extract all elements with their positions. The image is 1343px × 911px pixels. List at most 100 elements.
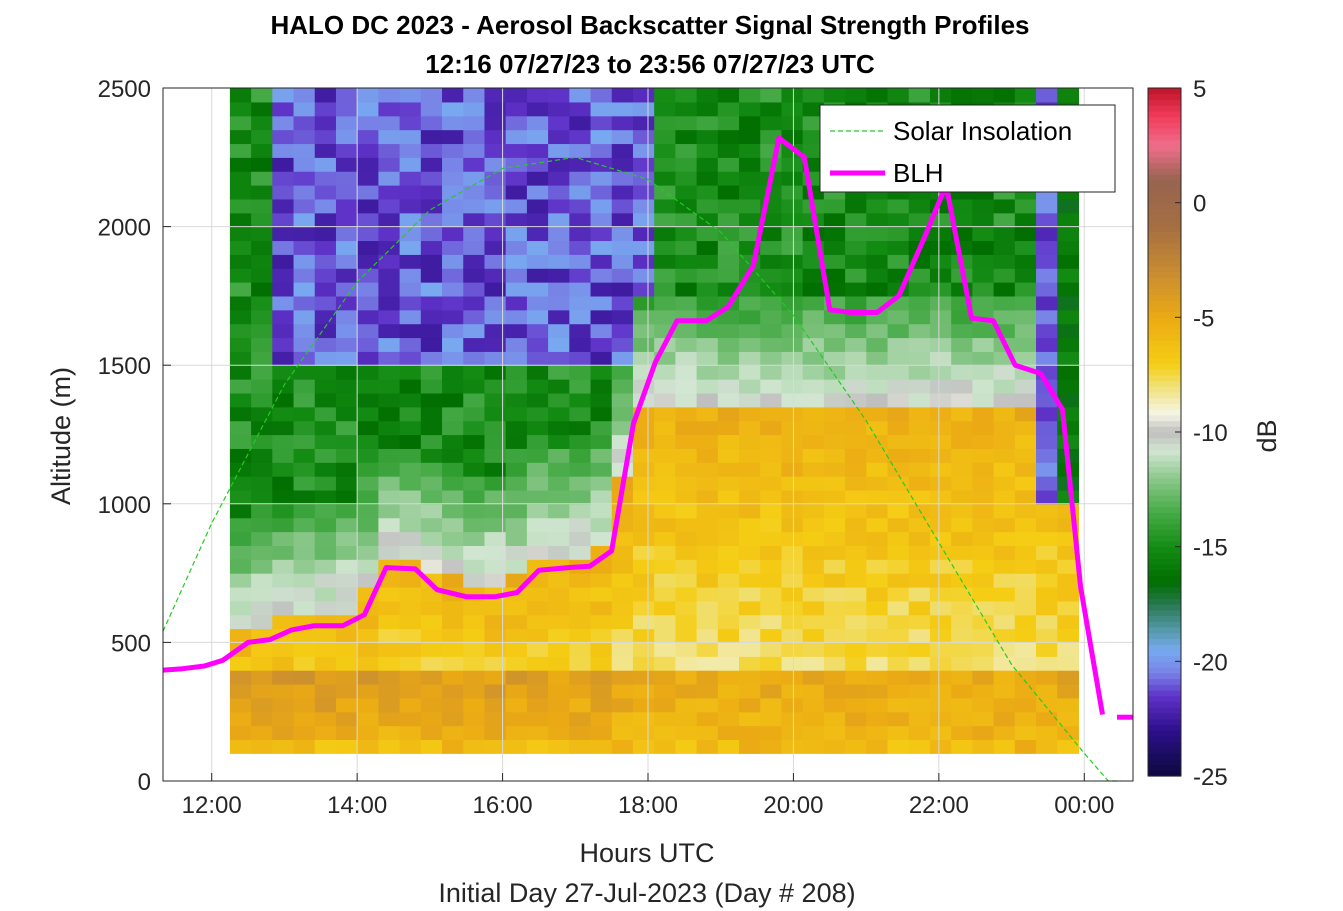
heatmap-cell — [399, 337, 422, 352]
heatmap-cell — [420, 240, 443, 255]
heatmap-cell — [887, 392, 910, 408]
heatmap-cell — [251, 226, 273, 242]
heatmap-cell — [314, 115, 337, 131]
heatmap-cell — [675, 517, 698, 533]
heatmap-cell — [908, 88, 931, 103]
heatmap-cell — [611, 559, 634, 574]
heatmap-cell — [760, 420, 783, 436]
heatmap-cell — [823, 365, 846, 380]
heatmap-cell — [929, 670, 952, 685]
heatmap-cell — [251, 129, 273, 145]
heatmap-cell — [399, 420, 422, 436]
heatmap-cell — [866, 600, 889, 616]
heatmap-cell — [717, 614, 740, 630]
heatmap-cell — [293, 476, 316, 491]
heatmap-cell — [505, 171, 528, 186]
heatmap-cell — [654, 614, 676, 630]
heatmap-cell — [357, 212, 379, 228]
heatmap-cell — [675, 268, 698, 283]
colorbar-tick-label: -15 — [1193, 535, 1228, 562]
heatmap-cell — [993, 600, 1016, 616]
heatmap-cell — [293, 143, 316, 158]
heatmap-cell — [484, 614, 507, 630]
heatmap-cell — [357, 683, 379, 699]
heatmap-cell — [569, 434, 592, 449]
heatmap-cell — [717, 600, 740, 616]
colorbar-segment — [1148, 523, 1181, 531]
heatmap-cell — [590, 489, 613, 505]
heatmap-cell — [335, 739, 358, 754]
heatmap-cell — [229, 379, 252, 394]
heatmap-cell — [823, 476, 846, 491]
heatmap-cell — [823, 323, 846, 339]
heatmap-cell — [675, 711, 698, 727]
heatmap-cell — [548, 406, 570, 422]
heatmap-cell — [442, 309, 464, 325]
heatmap-cell — [1014, 697, 1037, 713]
heatmap-cell — [229, 739, 252, 754]
colorbar-segment — [1148, 518, 1181, 525]
heatmap-cell — [335, 697, 358, 713]
heatmap-cell — [781, 157, 804, 172]
heatmap-cell — [251, 171, 273, 186]
heatmap-cell — [251, 670, 273, 685]
heatmap-cell — [399, 157, 422, 172]
heatmap-cell — [272, 295, 295, 311]
heatmap-cell — [887, 711, 910, 727]
heatmap-cell — [654, 392, 676, 408]
heatmap-cell — [548, 254, 570, 269]
heatmap-cell — [272, 559, 295, 574]
heatmap-cell — [463, 725, 486, 741]
heatmap-cell — [272, 517, 295, 533]
heatmap-cell — [887, 739, 910, 754]
heatmap-cell — [314, 420, 337, 436]
heatmap-cell — [972, 545, 995, 560]
heatmap-cell — [696, 573, 719, 588]
heatmap-cell — [1057, 559, 1080, 574]
colorbar: 50-5-10-15-20-25 — [1147, 76, 1228, 791]
heatmap-cell — [632, 185, 655, 200]
colorbar-segment — [1148, 569, 1181, 576]
heatmap-cell — [908, 545, 931, 560]
heatmap-cell — [420, 295, 443, 311]
heatmap-cell — [696, 586, 719, 602]
heatmap-cell — [420, 88, 443, 103]
heatmap-cell — [632, 448, 655, 463]
heatmap-cell — [866, 503, 889, 519]
heatmap-cell — [420, 268, 443, 283]
heatmap-cell — [632, 656, 655, 671]
heatmap-cell — [420, 282, 443, 297]
heatmap-cell — [951, 323, 973, 339]
heatmap-cell — [654, 88, 676, 103]
heatmap-cell — [357, 282, 379, 297]
heatmap-cell — [293, 268, 316, 283]
heatmap-cell — [548, 517, 570, 533]
colorbar-segment — [1148, 449, 1181, 456]
heatmap-cell — [505, 240, 528, 255]
heatmap-cell — [526, 101, 549, 117]
heatmap-cell — [378, 157, 401, 172]
heatmap-cell — [378, 143, 401, 158]
heatmap-cell — [908, 420, 931, 436]
heatmap-cell — [696, 337, 719, 352]
heatmap-cell — [760, 739, 783, 754]
heatmap-cell — [760, 489, 783, 505]
heatmap-cell — [972, 739, 995, 754]
heatmap-cell — [442, 462, 464, 477]
colorbar-segment — [1148, 363, 1181, 370]
heatmap-cell — [505, 226, 528, 242]
heatmap-cell — [293, 171, 316, 186]
heatmap-cell — [378, 628, 401, 643]
heatmap-cell — [505, 282, 528, 297]
heatmap-cell — [654, 309, 676, 325]
heatmap-cell — [463, 642, 486, 657]
heatmap-cell — [929, 365, 952, 380]
heatmap-cell — [272, 198, 295, 214]
heatmap-cell — [548, 323, 570, 339]
heatmap-cell — [378, 462, 401, 477]
heatmap-cell — [463, 586, 486, 602]
heatmap-cell — [251, 656, 273, 671]
heatmap-cell — [1014, 642, 1037, 657]
heatmap-cell — [929, 697, 952, 713]
heatmap-cell — [654, 489, 676, 505]
